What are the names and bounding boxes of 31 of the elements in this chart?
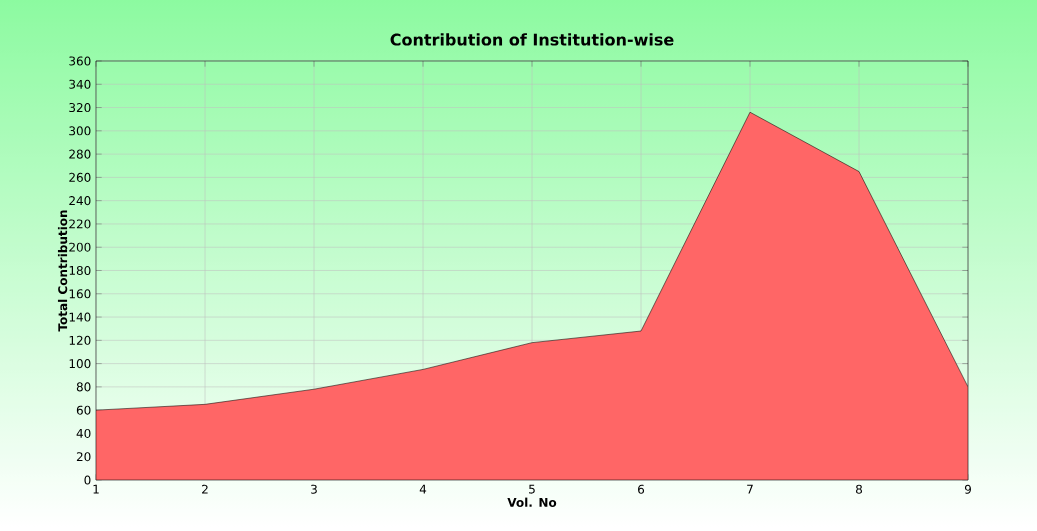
y-tick-label: 340 [69,79,91,89]
y-tick-label: 280 [69,149,91,159]
y-axis-title: Total Contribution [57,210,68,332]
y-tick-label: 320 [69,103,91,113]
y-tick-label: 200 [69,242,91,252]
x-tick-label: 7 [747,484,753,494]
chart-title: Contribution of Institution-wise [390,33,674,46]
y-tick-label: 260 [69,172,91,182]
x-tick-label: 3 [311,484,317,494]
x-tick-label: 4 [419,484,427,494]
x-tick-label: 5 [529,484,535,494]
y-tick-label: 240 [69,196,91,206]
y-tick-label: 360 [69,56,91,66]
y-tick-label: 0 [84,475,91,485]
y-tick-label: 160 [69,289,91,299]
y-tick-label: 300 [69,126,91,136]
x-tick-label: 1 [93,484,99,494]
y-tick-label: 140 [69,312,91,322]
y-tick-label: 220 [69,219,91,229]
y-tick-label: 40 [76,428,91,438]
y-tick-label: 20 [76,452,91,462]
x-tick-label: 8 [856,484,862,494]
y-tick-label: 120 [69,335,91,345]
y-tick-label: 80 [76,382,91,392]
y-tick-label: 180 [69,265,91,276]
x-axis-title: Vol. No [507,497,557,507]
x-tick-label: 2 [202,484,208,494]
x-tick-label: 6 [638,484,645,494]
y-tick-label: 100 [69,359,91,369]
x-tick-label: 9 [964,484,971,494]
y-tick-label: 60 [76,405,91,415]
